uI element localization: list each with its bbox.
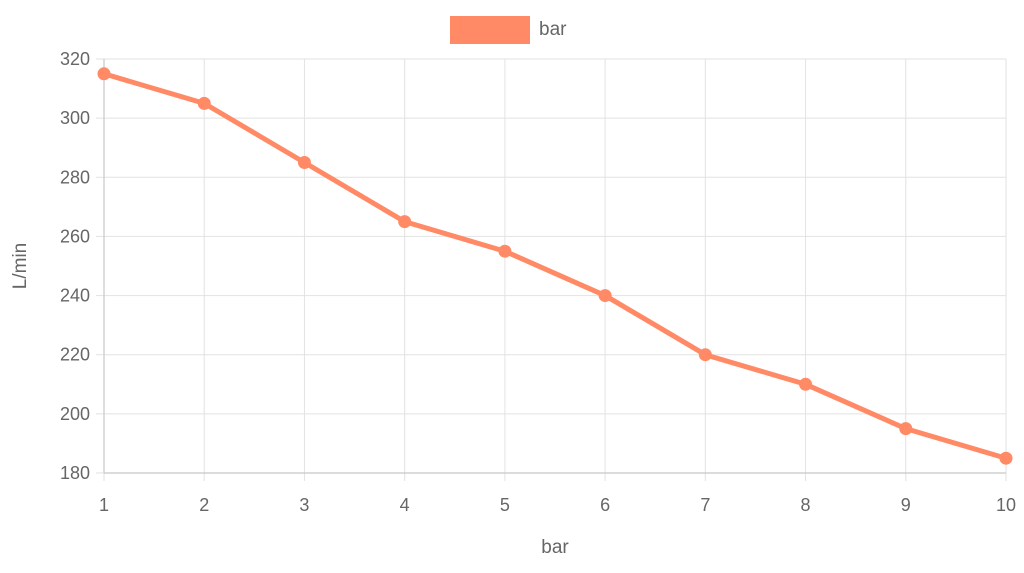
data-point[interactable] <box>398 215 412 229</box>
axes <box>103 59 1006 474</box>
legend[interactable]: bar <box>450 16 567 44</box>
x-axis-title: bar <box>541 537 569 558</box>
series <box>97 67 1013 465</box>
legend-swatch[interactable] <box>450 16 530 44</box>
x-tick-label: 5 <box>500 495 510 515</box>
data-point[interactable] <box>297 156 311 169</box>
x-tick-label: 10 <box>996 495 1016 515</box>
data-point[interactable] <box>97 67 111 81</box>
x-tick-label: 9 <box>901 495 911 515</box>
y-tick-label: 260 <box>60 226 90 246</box>
data-point[interactable] <box>197 96 211 110</box>
x-tick-label: 6 <box>600 495 610 515</box>
grid <box>96 58 1007 481</box>
x-tick-label: 7 <box>700 495 710 515</box>
data-point[interactable] <box>799 377 813 391</box>
y-tick-label: 200 <box>60 404 90 424</box>
x-tick-label: 1 <box>99 495 109 515</box>
y-tick-label: 220 <box>60 345 90 365</box>
y-tick-label: 240 <box>60 286 90 306</box>
data-point[interactable] <box>899 422 913 436</box>
data-point[interactable] <box>598 289 612 303</box>
tick-labels: 180 200 220 240 260 280 300 320 1 2 3 4 5 6 7 8 9 10 <box>60 49 1016 515</box>
x-tick-label: 2 <box>199 495 209 515</box>
data-point[interactable] <box>498 244 512 258</box>
legend-label[interactable]: bar <box>539 19 567 40</box>
y-tick-label: 300 <box>60 108 90 128</box>
x-tick-label: 4 <box>400 495 410 515</box>
x-tick-label: 3 <box>299 495 309 515</box>
y-tick-label: 180 <box>60 463 90 483</box>
series-line <box>101 71 1009 461</box>
y-axis-title: L/min <box>10 243 31 289</box>
y-tick-label: 320 <box>60 49 90 69</box>
y-tick-label: 280 <box>60 167 90 187</box>
x-tick-label: 8 <box>801 495 811 515</box>
data-point[interactable] <box>698 348 712 362</box>
data-point[interactable] <box>999 451 1013 465</box>
